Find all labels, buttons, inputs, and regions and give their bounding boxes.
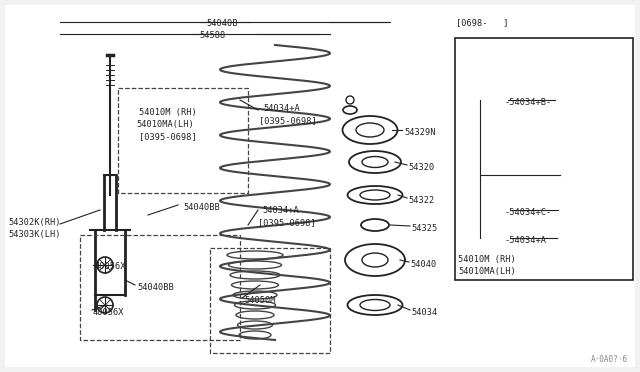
Text: 54040B: 54040B — [206, 19, 237, 28]
Text: 54303K(LH): 54303K(LH) — [8, 230, 61, 239]
Text: 54320: 54320 — [408, 163, 435, 172]
Text: 54302K(RH): 54302K(RH) — [8, 218, 61, 227]
Text: 54010M (RH): 54010M (RH) — [458, 255, 516, 264]
Text: 54325: 54325 — [411, 224, 437, 233]
Text: -54034+A: -54034+A — [505, 236, 547, 245]
Text: 54588: 54588 — [199, 31, 225, 40]
Text: [0395-0698]: [0395-0698] — [259, 116, 317, 125]
Text: [0395-0698]: [0395-0698] — [258, 218, 316, 227]
Bar — [80, 235, 240, 340]
Text: [0395-0698]: [0395-0698] — [139, 132, 196, 141]
Bar — [118, 88, 248, 193]
Text: 40056X: 40056X — [93, 308, 125, 317]
Text: -54034+B-: -54034+B- — [505, 98, 552, 107]
Text: [0698-   ]: [0698- ] — [456, 18, 509, 27]
Text: 54034+A: 54034+A — [262, 206, 299, 215]
Text: 54040BB: 54040BB — [137, 283, 173, 292]
Bar — [210, 248, 330, 353]
Text: 54322: 54322 — [408, 196, 435, 205]
Text: 54329N: 54329N — [404, 128, 435, 137]
Text: 54010MA(LH): 54010MA(LH) — [458, 267, 516, 276]
Text: A·0A0?·6: A·0A0?·6 — [591, 355, 628, 364]
Text: 54040: 54040 — [410, 260, 436, 269]
Text: -54034+C-: -54034+C- — [505, 208, 552, 217]
Bar — [455, 38, 633, 280]
Text: 54050M: 54050M — [244, 296, 275, 305]
Text: 54034+A: 54034+A — [263, 104, 300, 113]
Text: 54010MA(LH): 54010MA(LH) — [136, 120, 194, 129]
Text: 54034: 54034 — [411, 308, 437, 317]
Text: 54040BB: 54040BB — [183, 203, 220, 212]
Text: 54010M (RH): 54010M (RH) — [139, 108, 196, 117]
Text: 40056X: 40056X — [95, 262, 127, 271]
